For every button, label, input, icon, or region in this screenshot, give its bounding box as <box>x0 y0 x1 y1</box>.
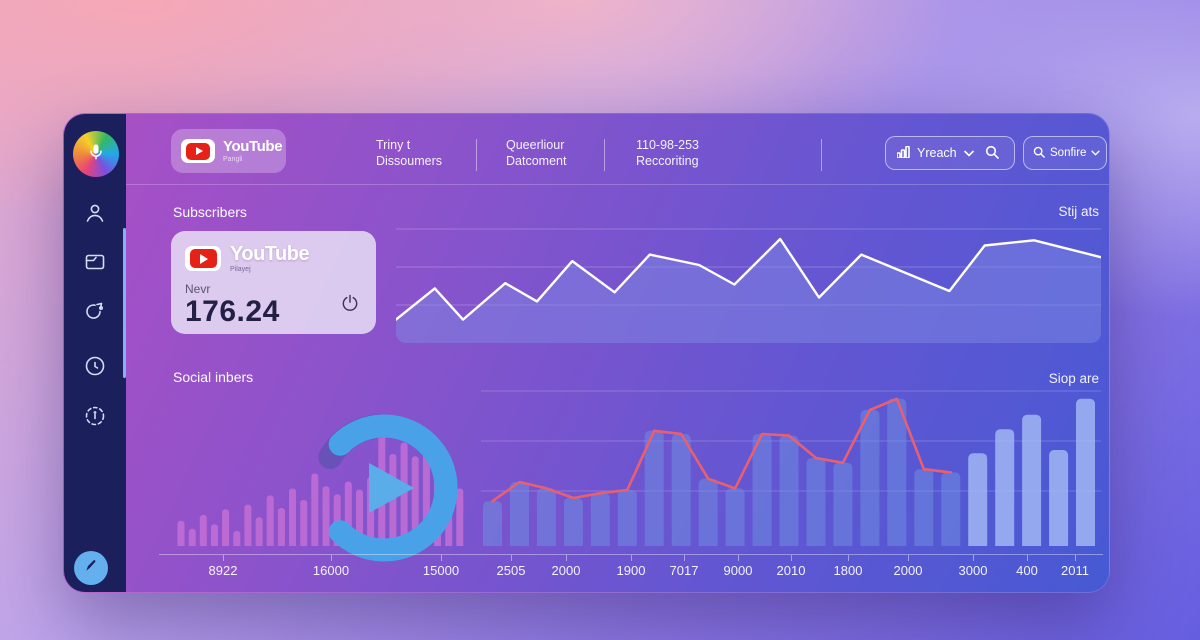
sidebar-active-indicator <box>123 228 126 378</box>
axis-tick <box>441 555 442 561</box>
axis-tick-label: 2010 <box>776 563 806 578</box>
axis-tick-label: 2505 <box>496 563 526 578</box>
card-brand-name: YouTube <box>230 243 310 265</box>
axis-tick <box>908 555 909 561</box>
nav-divider <box>476 139 477 171</box>
social-bar-chart <box>176 431 466 555</box>
stats-icon <box>896 145 910 161</box>
clock-icon <box>83 354 107 383</box>
brand-name: YouTube <box>223 138 283 155</box>
axis-tick <box>1075 555 1076 561</box>
subscriber-count: 176.24 <box>185 295 280 328</box>
user-icon <box>83 201 107 230</box>
compose-button[interactable] <box>74 551 108 585</box>
chevron-down-icon <box>963 146 974 160</box>
sidebar-item-settings[interactable] <box>79 402 111 434</box>
card-brand-subtext: Pilayej <box>230 266 251 273</box>
dashboard-window: YouTube Pangli Triny t Dissoumers Queerl… <box>63 113 1110 593</box>
axis-tick <box>791 555 792 561</box>
axis-tick-label: 7017 <box>669 563 699 578</box>
power-icon[interactable] <box>340 293 360 318</box>
axis-tick-label: 2000 <box>551 563 581 578</box>
axis-tick <box>566 555 567 561</box>
sidebar-item-share[interactable] <box>79 298 111 330</box>
nav-item-3[interactable]: 110-98-253 Reccoriting <box>636 138 700 168</box>
pencil-icon <box>83 558 99 579</box>
nav-item-1[interactable]: Triny t Dissoumers <box>376 138 442 168</box>
axis-tick-label: 1800 <box>833 563 863 578</box>
sonfire-button-label: Sonfire <box>1050 147 1087 159</box>
subscribers-section-label: Subscribers <box>173 204 247 220</box>
share-chat-icon <box>83 300 107 329</box>
axis-tick <box>223 555 224 561</box>
search-icon <box>1033 146 1045 161</box>
axis-tick-label: 9000 <box>723 563 753 578</box>
axis-tick <box>848 555 849 561</box>
play-icon <box>369 463 414 513</box>
axis-tick-label: 3000 <box>958 563 988 578</box>
sonfire-dropdown-button[interactable]: Sonfire <box>1023 136 1107 170</box>
axis-tick <box>511 555 512 561</box>
area-chart-label: Stij ats <box>1058 204 1099 219</box>
axis-tick <box>738 555 739 561</box>
social-section-label: Social inbers <box>173 369 254 385</box>
nav-item-2[interactable]: Queerliour Datcoment <box>506 138 567 168</box>
header-divider <box>126 184 1109 185</box>
app-logo[interactable] <box>73 131 119 177</box>
axis-tick <box>1027 555 1028 561</box>
youtube-logo-icon <box>181 139 215 163</box>
metric-label: Nevr <box>185 282 211 296</box>
youtube-brand-chip[interactable]: YouTube Pangli <box>171 129 286 173</box>
youtube-logo-icon <box>185 246 221 271</box>
brand-subtext: Pangli <box>223 156 243 163</box>
sidebar <box>64 114 126 592</box>
subscriber-card[interactable]: YouTube Pilayej Nevr 176.24 <box>171 231 376 334</box>
axis-tick-label: 2000 <box>893 563 923 578</box>
axis-tick <box>631 555 632 561</box>
axis-tick-label: 400 <box>1016 563 1038 578</box>
sidebar-item-library[interactable] <box>79 248 111 280</box>
axis-tick <box>973 555 974 561</box>
mic-icon <box>86 142 106 167</box>
folder-icon <box>83 250 107 279</box>
axis-tick-label: 16000 <box>312 563 350 578</box>
nav-divider <box>604 139 605 171</box>
axis-tick-label: 15000 <box>422 563 460 578</box>
chevron-down-icon <box>1091 147 1101 159</box>
sidebar-item-profile[interactable] <box>79 199 111 231</box>
reach-dropdown-button[interactable]: Yreach <box>885 136 1015 170</box>
axis-tick-label: 8922 <box>208 563 238 578</box>
reach-area-chart <box>396 213 1101 343</box>
nav-divider <box>821 139 822 171</box>
axis-tick-label: 1900 <box>616 563 646 578</box>
axis-tick <box>331 555 332 561</box>
x-axis-line <box>159 554 1103 555</box>
reach-button-label: Yreach <box>917 146 957 160</box>
search-icon <box>985 145 999 162</box>
play-progress-ring[interactable] <box>299 403 469 573</box>
axis-tick <box>684 555 685 561</box>
perf-chart-label: Siop are <box>1048 371 1099 386</box>
axis-tick-label: 2011 <box>1061 563 1089 578</box>
sidebar-item-history[interactable] <box>79 352 111 384</box>
settings-dashed-icon <box>83 404 107 433</box>
performance-bar-chart <box>481 386 1101 556</box>
